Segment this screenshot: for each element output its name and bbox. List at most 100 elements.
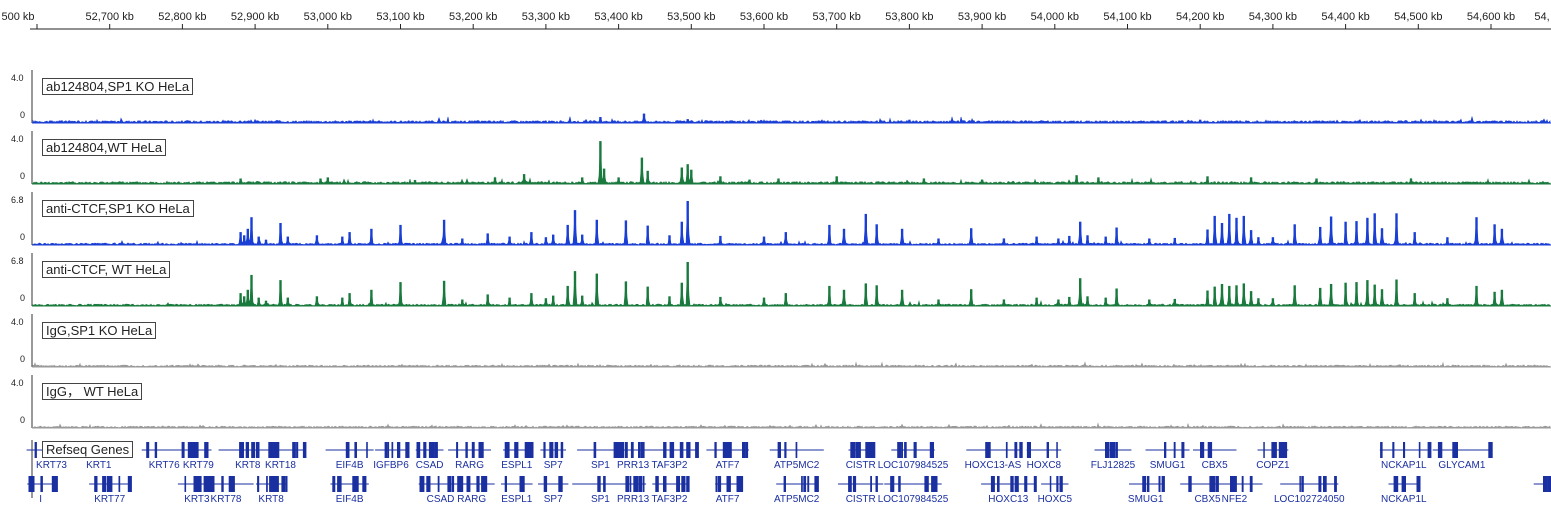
- gene-label[interactable]: SMUG1: [1150, 460, 1186, 471]
- gene-label[interactable]: KRT76: [149, 460, 180, 471]
- gene-label[interactable]: RARG: [457, 494, 486, 505]
- track-name-label[interactable]: anti-CTCF,SP1 KO HeLa: [42, 200, 194, 217]
- gene-label[interactable]: CISTR: [846, 460, 876, 471]
- gene-label[interactable]: ATF7: [716, 494, 740, 505]
- gene-label[interactable]: NCKAP1L: [1381, 460, 1427, 471]
- gene-label[interactable]: EIF4B: [336, 460, 364, 471]
- signal-peak: [1206, 291, 1208, 307]
- gene-label[interactable]: ESPL1: [501, 494, 532, 505]
- gene-label[interactable]: KRT8: [235, 460, 260, 471]
- gene-exon: [272, 442, 276, 458]
- gene-label[interactable]: LOC107984525: [878, 460, 949, 471]
- gene-label[interactable]: RARG: [455, 460, 484, 471]
- gene-exon: [188, 442, 192, 458]
- signal-peak: [1493, 292, 1495, 306]
- gene-label[interactable]: CBX5: [1194, 494, 1220, 505]
- gene-label[interactable]: HOXC13: [988, 494, 1028, 505]
- ruler-tick-label: 52,700 kb: [86, 11, 134, 23]
- track-name-label[interactable]: anti-CTCF, WT HeLa: [42, 261, 170, 278]
- gene-label[interactable]: KRT18: [265, 460, 296, 471]
- gene-exon: [931, 476, 935, 492]
- gene-label[interactable]: CSAD: [416, 460, 444, 471]
- gene-label[interactable]: ESPL1: [501, 460, 532, 471]
- signal-peak: [1148, 300, 1150, 307]
- gene-exon: [935, 476, 938, 492]
- signal-peak: [399, 225, 401, 245]
- signal-peak: [1366, 218, 1368, 245]
- signal-peak: [1228, 286, 1230, 306]
- gene-label[interactable]: CSAD: [427, 494, 455, 505]
- gene-label[interactable]: SP7: [544, 494, 563, 505]
- track-ymin-label: 0: [20, 415, 25, 425]
- signal-peak: [719, 176, 721, 184]
- signal-peak: [687, 201, 689, 245]
- signal-peak: [1243, 283, 1245, 306]
- gene-label[interactable]: PRR13: [617, 494, 649, 505]
- gene-label[interactable]: SMUG1: [1128, 494, 1164, 505]
- gene-label[interactable]: SP1: [591, 494, 610, 505]
- gene-label[interactable]: SP1: [591, 460, 610, 471]
- gene-label[interactable]: PRR13: [617, 460, 649, 471]
- signal-peak: [923, 179, 925, 185]
- signal-peak: [1035, 237, 1037, 245]
- signal-peak: [865, 214, 867, 245]
- gene-label[interactable]: ATF7: [716, 460, 740, 471]
- gene-exon: [1452, 442, 1456, 458]
- signal-peak: [487, 294, 489, 306]
- gene-label[interactable]: KRT1: [86, 460, 111, 471]
- gene-label[interactable]: KRT79: [183, 460, 214, 471]
- track-name-label[interactable]: ab124804,WT HeLa: [42, 139, 166, 156]
- track-ymin-label: 0: [20, 110, 25, 120]
- gene-label[interactable]: TAF3P2: [652, 494, 688, 505]
- signal-peak: [1257, 237, 1259, 245]
- track-ymax-label: 4.0: [11, 317, 24, 327]
- gene-label[interactable]: NCKAP1L: [1381, 494, 1427, 505]
- track-name-label[interactable]: IgG， WT HeLa: [42, 383, 142, 400]
- gene-label[interactable]: KRT3: [184, 494, 209, 505]
- gene-exon: [1334, 476, 1337, 492]
- track-name-label[interactable]: ab124804,SP1 KO HeLa: [42, 78, 193, 95]
- gene-label[interactable]: TAF3P2: [652, 460, 688, 471]
- gene-exon: [29, 476, 33, 492]
- gene-label[interactable]: HOXC5: [1038, 494, 1072, 505]
- gene-label[interactable]: ATP5MC2: [774, 460, 819, 471]
- signal-peak: [1243, 216, 1245, 245]
- signal-track-plot: [0, 189, 1551, 247]
- gene-label[interactable]: CBX5: [1202, 460, 1228, 471]
- signal-peak: [443, 220, 445, 245]
- gene-label[interactable]: GLYCAM1: [1438, 460, 1485, 471]
- gene-label[interactable]: COPZ1: [1256, 460, 1289, 471]
- signal-peak: [1206, 230, 1208, 246]
- signal-peak: [1174, 238, 1176, 245]
- signal-peak: [1410, 179, 1412, 185]
- gene-label[interactable]: KRT77: [94, 494, 125, 505]
- gene-label[interactable]: HOXC13-AS: [965, 460, 1022, 471]
- gene-exon: [94, 476, 97, 492]
- gene-exon: [1283, 442, 1287, 458]
- gene-label[interactable]: HOXC8: [1027, 460, 1061, 471]
- gene-label[interactable]: CISTR: [846, 494, 876, 505]
- gene-label[interactable]: KRT8: [258, 494, 283, 505]
- gene-exon: [656, 476, 659, 492]
- ruler-tick-label: 53,700 kb: [813, 11, 861, 23]
- signal-peak: [836, 176, 838, 184]
- gene-exon: [240, 442, 244, 458]
- gene-label[interactable]: KRT78: [211, 494, 242, 505]
- gene-label[interactable]: LOC102724050: [1274, 494, 1345, 505]
- gene-exon: [865, 442, 869, 458]
- gene-exon: [232, 476, 235, 492]
- gene-label[interactable]: LOC107984525: [878, 494, 949, 505]
- signal-peak: [1086, 235, 1088, 245]
- track-name-label[interactable]: IgG,SP1 KO HeLa: [42, 322, 156, 339]
- gene-label[interactable]: NFE2: [1222, 494, 1248, 505]
- gene-label[interactable]: KRT73: [36, 460, 67, 471]
- gene-exon: [1250, 476, 1253, 492]
- gene-label[interactable]: FLJ12825: [1091, 460, 1135, 471]
- gene-label[interactable]: ATP5MC2: [774, 494, 819, 505]
- gene-label[interactable]: EIF4B: [336, 494, 364, 505]
- gene-exon: [997, 476, 1000, 492]
- gene-label[interactable]: I: [39, 494, 42, 505]
- gene-label[interactable]: IGFBP6: [373, 460, 409, 471]
- gene-label[interactable]: SP7: [544, 460, 563, 471]
